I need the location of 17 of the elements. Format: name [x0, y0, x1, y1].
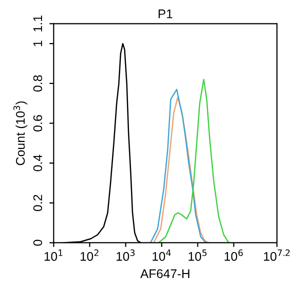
y-tick-label: 0.6 [33, 115, 42, 132]
x-tick-label: 10$^{5}$ [188, 250, 207, 261]
x-tick-label: 10$^{4}$ [152, 250, 171, 261]
y-tick-label: 0.8 [33, 75, 42, 92]
x-tick-label: 10$^{1}$ [44, 250, 62, 261]
chart-title: P1 [158, 10, 172, 18]
y-tick-label: 1 [33, 40, 42, 46]
x-tick-label: 10$^{6}$ [224, 249, 243, 261]
y-tick-label: 1.1 [33, 16, 42, 32]
y-axis-title: Count (10$^{3}$) [13, 101, 28, 166]
y-tick-label: 0.4 [33, 154, 42, 172]
y-tick-label: 0.2 [33, 194, 42, 212]
x-axis-title: AF647-H [140, 269, 190, 278]
y-tick-label: 0 [33, 240, 42, 246]
x-tick-label: 10$^{2}$ [80, 249, 98, 261]
x-tick-label: 10$^{7.2}$ [264, 249, 290, 261]
x-tick-label: 10$^{3}$ [116, 249, 135, 261]
